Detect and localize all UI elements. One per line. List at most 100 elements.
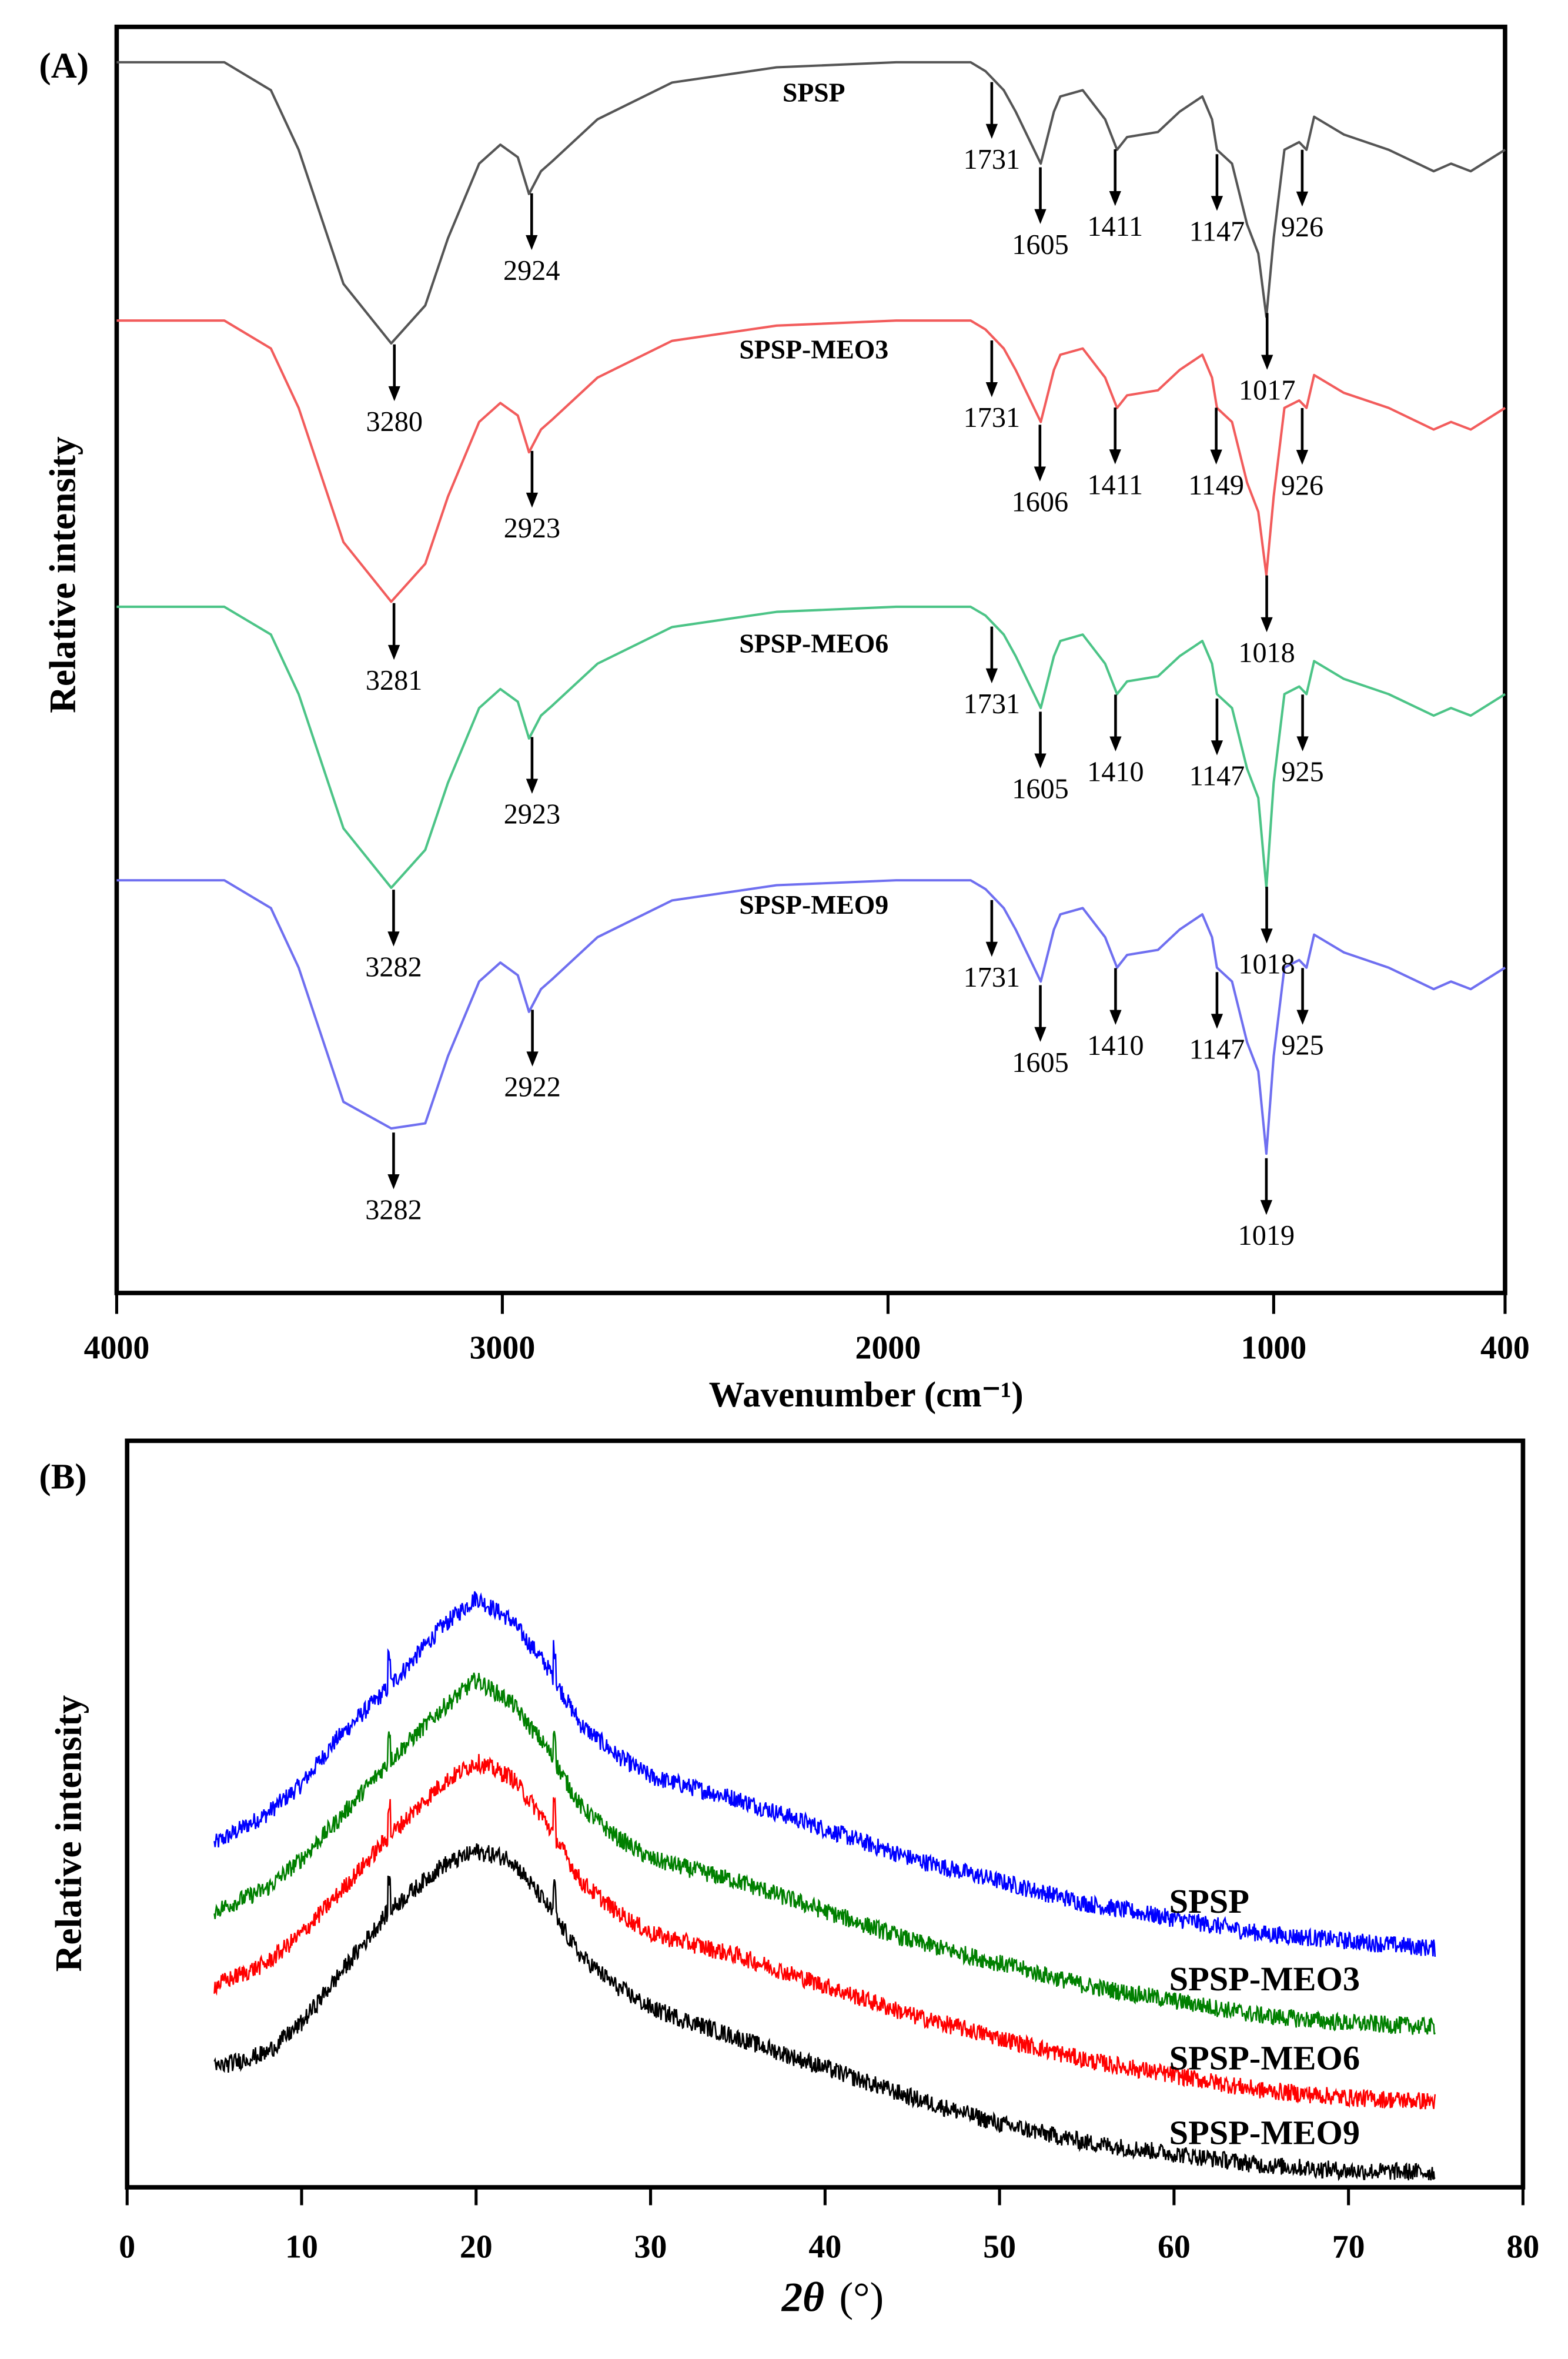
arrow-head [1211,1014,1223,1029]
peak-label: 1018 [1238,948,1295,980]
peak-label: 1731 [964,689,1020,720]
arrow-head [387,1174,400,1189]
arrow-head [1034,209,1047,225]
arrow-head [526,235,538,250]
peak-label: 1411 [1087,469,1143,500]
peak-label: 1410 [1087,1030,1144,1061]
peak-label: 1147 [1189,1034,1245,1065]
panel-b-y-label: Relative intensity [48,1695,89,1972]
series-label: SPSP-MEO9 [739,890,888,920]
panel-b: (B) SPSP SPSP-MEO3 SPSP-MEO6 SPSP-MEO9 0 10 2… [39,1438,1539,2321]
arrow-head [1109,736,1122,751]
peak-label: 1147 [1189,216,1245,247]
arrow-head [1109,449,1121,465]
arrow-head [1034,466,1047,482]
series-label: SPSP-MEO3 [1169,1960,1360,1998]
arrow-head [1261,617,1273,633]
peak-label: 3281 [366,665,422,696]
xrd-series-line-3 [213,1843,1436,2181]
peak-label: 3282 [365,1194,422,1225]
series-label: SPSP [1169,1882,1249,1920]
x-tick-label: 70 [1332,2228,1365,2265]
peak-label: 1147 [1189,760,1245,791]
peak-label: 2923 [504,799,560,830]
arrow-head [526,492,539,508]
peak-label: 926 [1281,212,1323,243]
arrow-head [526,1051,539,1067]
arrow-head [1109,1010,1122,1025]
x-tick-label: 40 [808,2228,841,2265]
peak-label: 1731 [964,402,1020,433]
panel-a-series [116,61,1506,1155]
peak-label: 1605 [1012,229,1068,260]
x-tick-label: 80 [1506,2228,1539,2265]
series-label: SPSP-MEO9 [1169,2113,1360,2151]
panel-a-frame [114,24,1507,1295]
x-tick-label: 30 [634,2228,667,2265]
peak-label: 1017 [1239,375,1295,406]
arrow-head [387,644,400,660]
arrow-head [1261,355,1273,370]
arrow-head [985,382,998,397]
x-tick-label: 20 [460,2228,493,2265]
arrow-head [1034,1027,1047,1042]
series-label: SPSP-MEO6 [1169,2039,1360,2077]
arrow-head [1261,928,1273,944]
arrow-head [387,931,400,947]
peak-label: 1731 [964,144,1020,175]
peak-label: 1731 [964,962,1020,993]
peak-label: 1410 [1087,757,1144,788]
panel-b-x-label-symbol: 2θ [781,2275,824,2321]
peak-label: 1606 [1012,487,1068,518]
peak-label: 3282 [365,951,422,983]
xrd-series-line-0 [213,1591,1436,1957]
peak-label: 1411 [1087,211,1143,242]
series-line-spsp [116,61,1506,345]
series-line-spsp-meo6 [116,605,1506,889]
xrd-series-line-1 [213,1672,1436,2035]
x-tick-label: 60 [1158,2228,1191,2265]
arrow-head [1260,1199,1273,1215]
arrow-head [1210,449,1222,465]
x-tick-label: 4000 [84,1330,150,1366]
arrow-head [1296,1010,1309,1025]
x-tick-label: 400 [1480,1330,1530,1366]
panel-a-label: (A) [39,46,89,86]
panel-b-label: (B) [39,1458,86,1497]
panel-b-series [213,1591,1436,2181]
peak-label: 2922 [504,1072,560,1103]
panel-a-x-label: Wavenumber (cm⁻¹) [709,1375,1024,1415]
peak-label: 926 [1281,470,1323,501]
peak-label: 2923 [504,513,560,544]
peak-label: 925 [1281,1030,1323,1061]
x-tick-label: 0 [119,2228,135,2265]
peak-label: 1605 [1012,774,1068,805]
arrow-head [985,123,998,139]
xrd-series-line-2 [213,1754,1436,2110]
peak-label: 1149 [1188,470,1244,501]
peak-label: 1605 [1012,1047,1068,1078]
series-line-spsp-meo9 [116,879,1506,1155]
panel-a-annotations: SPSP 3280 2924 1731 1605 1411 1147 1017 926 SPSP-… [365,78,1324,1251]
x-tick-label: 2000 [855,1330,921,1366]
series-label: SPSP [783,78,845,108]
arrow-head [1034,753,1047,768]
x-tick-label: 1000 [1241,1330,1307,1366]
peak-label: 1019 [1238,1220,1295,1251]
arrow-head [526,778,539,794]
series-line-spsp-meo3 [116,319,1506,603]
panel-a-y-label: Relative intensity [41,436,83,713]
panel-b-x-label-unit: (°) [839,2275,884,2321]
series-label: SPSP-MEO6 [739,629,888,659]
arrow-head [985,941,998,957]
x-tick-label: 3000 [470,1330,536,1366]
peak-label: 1018 [1238,637,1295,669]
arrow-head [1109,191,1121,206]
peak-label: 2924 [503,255,560,286]
x-tick-label: 50 [983,2228,1016,2265]
arrow-head [1211,740,1223,756]
arrow-head [1296,450,1309,465]
panel-b-labels: SPSP SPSP-MEO3 SPSP-MEO6 SPSP-MEO9 [1169,1882,1360,2152]
peak-label: 3280 [366,406,423,437]
